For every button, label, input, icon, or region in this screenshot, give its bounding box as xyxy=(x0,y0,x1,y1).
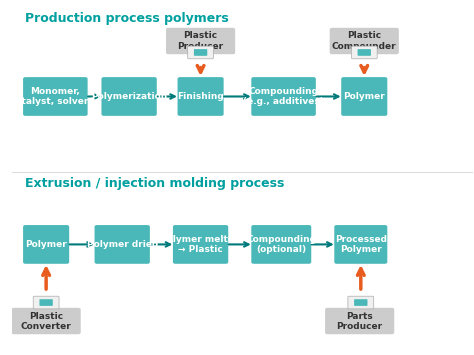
FancyBboxPatch shape xyxy=(194,49,207,56)
FancyBboxPatch shape xyxy=(334,225,387,264)
FancyBboxPatch shape xyxy=(351,46,377,59)
FancyBboxPatch shape xyxy=(101,77,157,116)
FancyBboxPatch shape xyxy=(178,77,224,116)
FancyBboxPatch shape xyxy=(33,296,59,309)
Text: Plastic
Compounder: Plastic Compounder xyxy=(332,32,397,51)
FancyBboxPatch shape xyxy=(251,77,316,116)
FancyBboxPatch shape xyxy=(341,77,387,116)
Text: Compounding
(e.g., additives): Compounding (e.g., additives) xyxy=(243,87,324,106)
Text: Processed
Polymer: Processed Polymer xyxy=(335,235,387,254)
Text: Polymer dried: Polymer dried xyxy=(87,240,158,249)
Text: Plastic
Converter: Plastic Converter xyxy=(21,311,72,331)
FancyBboxPatch shape xyxy=(23,225,69,264)
Text: Plastic
Producer: Plastic Producer xyxy=(178,32,224,51)
Text: Compounding
(optional): Compounding (optional) xyxy=(246,235,316,254)
FancyBboxPatch shape xyxy=(251,225,311,264)
Text: Polymer melted
→ Plastic: Polymer melted → Plastic xyxy=(160,235,241,254)
Text: Monomer,
catalyst, solvents: Monomer, catalyst, solvents xyxy=(10,87,100,106)
Text: Finishing: Finishing xyxy=(177,92,224,101)
FancyBboxPatch shape xyxy=(11,308,81,334)
FancyBboxPatch shape xyxy=(348,296,374,309)
Text: Polymer: Polymer xyxy=(343,92,385,101)
FancyBboxPatch shape xyxy=(173,225,228,264)
Text: Parts
Producer: Parts Producer xyxy=(337,311,383,331)
FancyBboxPatch shape xyxy=(39,299,53,306)
FancyBboxPatch shape xyxy=(357,49,371,56)
FancyBboxPatch shape xyxy=(94,225,150,264)
FancyBboxPatch shape xyxy=(23,77,88,116)
FancyBboxPatch shape xyxy=(188,46,213,59)
Text: Polymer: Polymer xyxy=(25,240,67,249)
FancyBboxPatch shape xyxy=(325,308,394,334)
FancyBboxPatch shape xyxy=(166,28,235,54)
Text: Extrusion / injection molding process: Extrusion / injection molding process xyxy=(26,178,285,191)
FancyBboxPatch shape xyxy=(330,28,399,54)
Text: Production process polymers: Production process polymers xyxy=(26,12,229,25)
Text: Polymerization: Polymerization xyxy=(91,92,167,101)
FancyBboxPatch shape xyxy=(354,299,367,306)
